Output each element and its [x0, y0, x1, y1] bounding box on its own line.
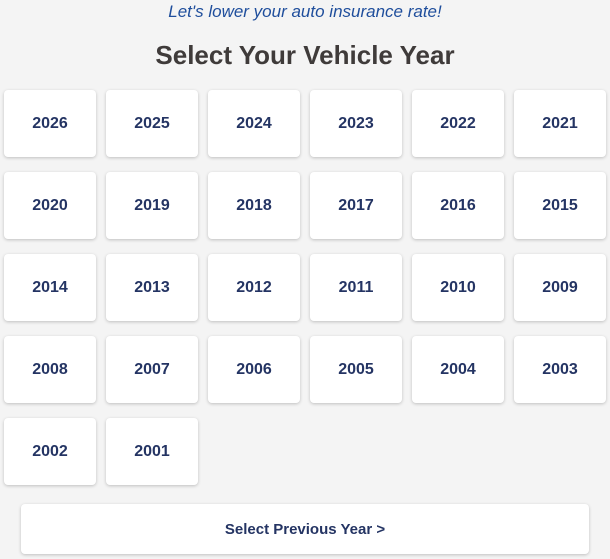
year-button-2007[interactable]: 2007: [106, 336, 198, 403]
year-button-2020[interactable]: 2020: [4, 172, 96, 239]
year-button-2016[interactable]: 2016: [412, 172, 504, 239]
year-button-2021[interactable]: 2021: [514, 90, 606, 157]
tagline: Let's lower your auto insurance rate!: [168, 2, 442, 21]
year-button-2009[interactable]: 2009: [514, 254, 606, 321]
year-button-2024[interactable]: 2024: [208, 90, 300, 157]
year-button-2010[interactable]: 2010: [412, 254, 504, 321]
year-button-2022[interactable]: 2022: [412, 90, 504, 157]
year-button-2026[interactable]: 2026: [4, 90, 96, 157]
year-button-2023[interactable]: 2023: [310, 90, 402, 157]
year-button-2014[interactable]: 2014: [4, 254, 96, 321]
select-previous-year-button[interactable]: Select Previous Year >: [21, 504, 589, 554]
year-button-2012[interactable]: 2012: [208, 254, 300, 321]
year-button-2003[interactable]: 2003: [514, 336, 606, 403]
year-button-2013[interactable]: 2013: [106, 254, 198, 321]
year-button-2004[interactable]: 2004: [412, 336, 504, 403]
year-button-2017[interactable]: 2017: [310, 172, 402, 239]
year-button-2005[interactable]: 2005: [310, 336, 402, 403]
year-button-2001[interactable]: 2001: [106, 418, 198, 485]
page-title: Select Your Vehicle Year: [155, 40, 455, 70]
year-button-2006[interactable]: 2006: [208, 336, 300, 403]
year-button-2008[interactable]: 2008: [4, 336, 96, 403]
year-grid: 2026 2025 2024 2023 2022 2021 2020 2019 2018 2017…: [4, 90, 606, 485]
year-button-2025[interactable]: 2025: [106, 90, 198, 157]
year-button-2018[interactable]: 2018: [208, 172, 300, 239]
year-button-2015[interactable]: 2015: [514, 172, 606, 239]
year-button-2011[interactable]: 2011: [310, 254, 402, 321]
year-button-2002[interactable]: 2002: [4, 418, 96, 485]
year-button-2019[interactable]: 2019: [106, 172, 198, 239]
